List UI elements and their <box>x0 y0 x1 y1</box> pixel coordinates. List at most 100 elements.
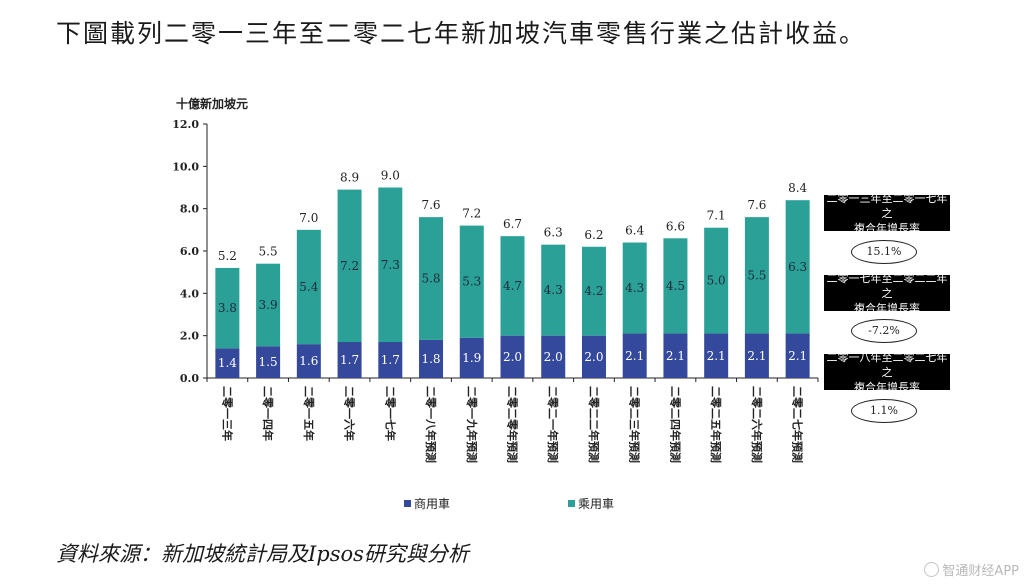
data-label-total: 7.1 <box>707 209 726 223</box>
bar-segment-passenger <box>622 242 647 334</box>
bar-segment-passenger <box>581 246 606 336</box>
bars-group: 1.4 3.8 5.2 1.5 3.9 5.5 1.6 5.4 7.0 1.7 7.2 8.9 1.7 7… <box>215 169 810 378</box>
data-label-passenger: 4.3 <box>544 283 563 297</box>
y-tick-label: 8.0 <box>180 203 199 216</box>
data-label-commercial: 2.1 <box>747 349 766 363</box>
bar-segment-commercial <box>500 335 525 378</box>
data-label-passenger: 5.0 <box>707 274 726 288</box>
x-category-label: 二零一四年 <box>261 386 275 441</box>
x-category-label: 二零二零年預測 <box>506 386 520 463</box>
cagr-box-2017-2022: 二零一七年至二零二二年之 複合年增長率 <box>824 272 950 315</box>
y-tick-label: 0.0 <box>180 372 199 385</box>
data-label-commercial: 1.6 <box>299 354 318 368</box>
bar-segment-passenger <box>459 225 484 338</box>
bar-segment-commercial <box>744 333 769 378</box>
bar-segment-commercial <box>541 335 566 378</box>
legend-swatch-passenger <box>568 500 575 507</box>
x-category-label: 二零二四年預測 <box>668 386 682 463</box>
data-label-passenger: 4.5 <box>666 279 685 293</box>
data-label-passenger: 4.2 <box>584 284 603 298</box>
bar-segment-commercial <box>581 335 606 378</box>
legend-label-passenger: 乘用車 <box>578 497 614 511</box>
cagr-value-2018-2027: 1.1% <box>851 399 917 423</box>
bar-segment-passenger <box>744 217 769 334</box>
data-label-passenger: 7.2 <box>340 259 359 273</box>
data-label-commercial: 1.8 <box>421 352 440 366</box>
legend-swatch-commercial <box>404 500 411 507</box>
bar-segment-commercial <box>296 344 321 378</box>
cagr-label-line2: 複合年增長率 <box>854 221 920 235</box>
bar-segment-passenger <box>296 229 321 345</box>
bar-segment-passenger <box>337 189 362 343</box>
bar-segment-commercial <box>256 346 281 378</box>
cagr-value-2017-2022: -7.2% <box>851 319 917 343</box>
x-category-label: 二零二二年預測 <box>587 386 601 463</box>
bar-segment-passenger <box>541 244 566 336</box>
bar-segment-passenger <box>500 236 525 336</box>
data-label-total: 6.7 <box>503 217 522 231</box>
cagr-label-line2: 複合年增長率 <box>854 380 920 394</box>
x-category-label: 二零二五年預測 <box>709 386 723 463</box>
x-category-label: 二零一八年預測 <box>424 386 438 463</box>
x-category-label: 二零二六年預測 <box>750 386 764 463</box>
watermark-logo-icon <box>924 562 940 577</box>
data-label-commercial: 2.0 <box>544 350 563 364</box>
cagr-box-2018-2027: 二零一八年至二零二七年之 複合年增長率 <box>824 351 950 394</box>
data-label-total: 6.6 <box>666 219 685 233</box>
x-axis-categories: 二零一三年 二零一四年 二零一五年 二零一六年 二零一七年 二零一八年預測 二零一九年預測 二… <box>220 386 804 463</box>
data-label-total: 7.2 <box>462 207 481 221</box>
bar-segment-commercial <box>378 342 403 378</box>
watermark: 智通财经APP <box>924 560 1019 579</box>
bar-segment-passenger <box>785 200 810 334</box>
bar-segment-commercial <box>622 333 647 378</box>
data-label-passenger: 3.9 <box>259 298 278 312</box>
bar-segment-passenger <box>663 238 688 334</box>
bar-segment-passenger <box>378 187 403 343</box>
data-label-total: 6.2 <box>584 228 603 242</box>
data-label-commercial: 2.0 <box>503 350 522 364</box>
x-category-label: 二零一六年 <box>343 386 357 441</box>
data-label-total: 6.3 <box>544 226 563 240</box>
data-label-passenger: 5.4 <box>299 280 318 294</box>
x-category-label: 二零一七年 <box>383 386 397 441</box>
bar-segment-commercial <box>337 342 362 378</box>
bar-segment-passenger <box>256 263 281 347</box>
data-label-commercial: 1.7 <box>340 353 359 367</box>
legend-label-commercial: 商用車 <box>414 496 450 511</box>
data-label-commercial: 2.1 <box>788 349 807 363</box>
cagr-box-2013-2017: 二零一三年至二零一七年之 複合年增長率 <box>824 192 950 235</box>
data-label-total: 8.9 <box>340 171 359 185</box>
watermark-text: 智通财经APP <box>942 564 1019 579</box>
data-label-commercial: 1.9 <box>462 351 481 365</box>
bar-segment-commercial <box>663 333 688 378</box>
cagr-label-line1: 二零一七年至二零二二年之 <box>826 271 948 300</box>
data-label-total: 7.0 <box>299 211 318 225</box>
data-label-total: 5.2 <box>218 249 237 263</box>
data-label-commercial: 1.5 <box>259 355 278 369</box>
bar-segment-commercial <box>419 339 444 378</box>
data-label-total: 5.5 <box>259 245 278 259</box>
data-label-passenger: 6.3 <box>788 260 807 274</box>
data-label-passenger: 5.5 <box>747 268 766 282</box>
y-tick-label: 4.0 <box>180 287 199 300</box>
legend: 商用車 乘用車 <box>404 496 614 511</box>
y-axis-unit-label: 十億新加坡元 <box>176 96 248 111</box>
data-label-commercial: 2.1 <box>625 349 644 363</box>
chart-caption: 下圖載列二零一三年至二零二七年新加坡汽車零售行業之估計收益。 <box>56 19 867 48</box>
bar-segment-passenger <box>215 267 240 349</box>
bar-segment-commercial <box>704 333 729 378</box>
bar-segment-commercial <box>459 337 484 378</box>
y-tick-label: 10.0 <box>172 160 199 173</box>
data-label-commercial: 1.7 <box>381 353 400 367</box>
data-label-passenger: 5.8 <box>421 272 440 286</box>
cagr-label-line1: 二零一八年至二零二七年之 <box>826 350 948 379</box>
bar-segment-passenger <box>419 217 444 340</box>
x-category-label: 二零一五年 <box>302 386 316 441</box>
data-label-commercial: 2.0 <box>584 350 603 364</box>
data-label-total: 8.4 <box>788 181 807 195</box>
x-category-label: 二零一三年 <box>220 386 234 441</box>
data-label-passenger: 4.3 <box>625 281 644 295</box>
y-tick-label: 6.0 <box>180 245 199 258</box>
data-label-total: 7.6 <box>747 198 766 212</box>
